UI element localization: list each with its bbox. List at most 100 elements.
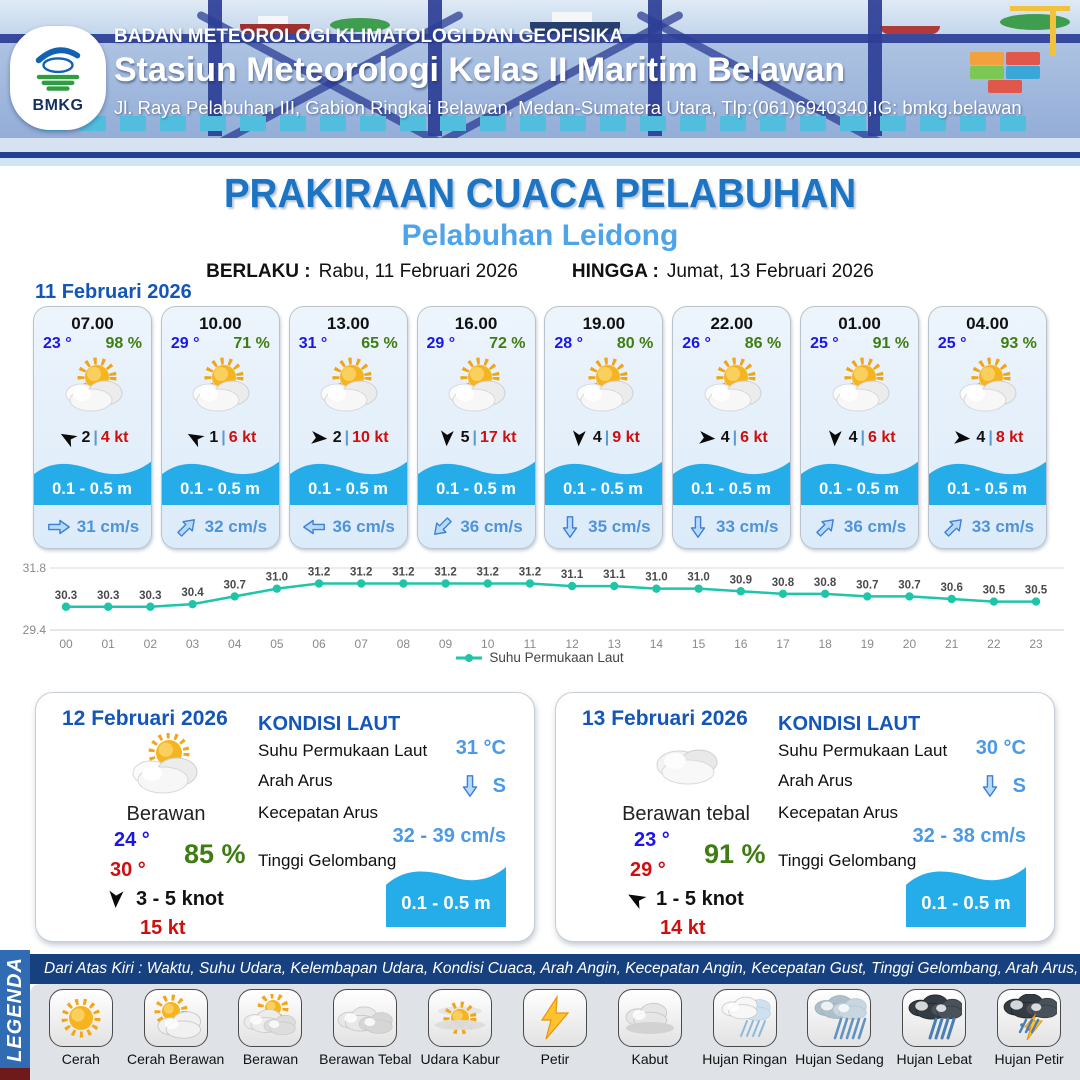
svg-text:30.5: 30.5 [983, 585, 1006, 597]
svg-text:30.9: 30.9 [730, 574, 752, 586]
current-direction-icon [690, 515, 706, 538]
wind-info: 5 | 17 kt [436, 423, 517, 452]
legend-item-label: Kabut [631, 1051, 669, 1067]
wind-speed: 2 [81, 428, 91, 446]
gust-speed: 14 kt [660, 917, 706, 939]
cerah-berawan-icon [178, 353, 262, 423]
current-direction-icon [176, 518, 195, 537]
weather-condition: Berawan [126, 803, 206, 825]
gust-speed: 6 kt [228, 428, 257, 446]
wind-direction-icon [310, 430, 327, 444]
hourly-forecast-card: 01.00 25 ° 91 % 4 | 6 kt [800, 306, 920, 549]
station-address: Jl. Raya Pelabuhan III, Gabion Ringkai B… [114, 97, 1022, 118]
current-speed: 32 cm/s [204, 516, 268, 536]
berawan-tebal-icon [596, 733, 776, 801]
wind-info: 1 | 6 kt [184, 423, 256, 452]
hourly-forecast-card: 19.00 28 ° 80 % 4 | 9 kt [544, 306, 664, 549]
thunderstorm-icon [1003, 994, 1058, 1041]
gust-speed: 6 kt [740, 428, 768, 446]
validity-period: BERLAKU : Rabu, 11 Februari 2026 HINGGA :… [0, 261, 1080, 283]
hourly-forecast-row: 07.00 23 ° 98 % 2 | 4 kt [33, 306, 1047, 549]
svg-text:09: 09 [439, 637, 453, 651]
cerah-berawan-icon [818, 353, 902, 423]
svg-text:18: 18 [818, 637, 832, 651]
bmkg-logo: BMKG [10, 26, 106, 130]
current-speed: 36 cm/s [460, 516, 523, 536]
svg-text:06: 06 [312, 637, 326, 651]
current-speed-label: Kecepatan Arus [258, 803, 379, 822]
wave-height-value: 0.1 - 0.5 m [386, 867, 506, 927]
hourly-forecast-card: 13.00 31 ° 65 % 2 | 10 kt [288, 306, 408, 549]
gust-speed: 9 kt [612, 428, 640, 446]
wind-info: 2 | 10 kt [308, 423, 389, 452]
svg-text:30.5: 30.5 [1025, 585, 1048, 597]
forecast-time: 22.00 [710, 314, 753, 333]
current-speed: 33 cm/s [716, 516, 779, 536]
current-direction-icon [982, 775, 997, 797]
current-info: 35 cm/s [545, 505, 662, 548]
svg-text:30.3: 30.3 [97, 590, 119, 602]
day-forecast-card: 12 Februari 2026 Berawan 24 ° 85 % 30 ° … [35, 692, 535, 942]
wave-height-band: 0.1 - 0.5 m [673, 461, 791, 505]
wind-direction-icon [109, 890, 124, 908]
sst-label: Suhu Permukaan Laut [778, 741, 948, 760]
current-direction-value: S [457, 771, 506, 801]
wave-height-value: 0.1 - 0.5 m [906, 867, 1026, 927]
legend-header: Dari Atas Kiri : Waktu, Suhu Udara, Kele… [30, 954, 1080, 1007]
current-info: 33 cm/s [929, 505, 1046, 548]
agency-name: BADAN METEOROLOGI KLIMATOLOGI DAN GEOFIS… [114, 26, 624, 47]
wind-direction-icon [440, 429, 454, 446]
gust-speed: 17 kt [479, 428, 517, 446]
humidity: 65 % [361, 335, 398, 352]
current-direction-icon [943, 518, 962, 537]
clouds-icon [337, 1006, 393, 1034]
sun-clouds-icon [244, 994, 297, 1036]
svg-text:07: 07 [355, 637, 369, 651]
air-temperature: 23 ° [43, 335, 72, 352]
hourly-forecast-card: 07.00 23 ° 98 % 2 | 4 kt [33, 306, 152, 549]
legend-item-label: Cerah Berawan [127, 1051, 225, 1067]
svg-text:0.1 - 0.5 m: 0.1 - 0.5 m [180, 480, 260, 498]
svg-text:31.0: 31.0 [266, 572, 288, 584]
wave-height-band: 0.1 - 0.5 m [801, 461, 919, 505]
legend-item-label: Cerah [61, 1051, 100, 1067]
day-forecast-card: 13 Februari 2026 Berawan tebal 23 ° 91 %… [555, 692, 1055, 942]
wind-info: 2 | 4 kt [57, 423, 128, 452]
humidity: 71 % [233, 335, 270, 352]
svg-text:00: 00 [59, 637, 73, 651]
header-divider [0, 158, 1080, 166]
humidity: 80 % [616, 335, 654, 352]
forecast-time: 10.00 [199, 314, 242, 333]
legend-item-label: Udara Kabur [420, 1051, 500, 1067]
forecast-time: 19.00 [582, 314, 626, 333]
svg-text:23: 23 [1029, 637, 1043, 651]
current-speed-label: Kecepatan Arus [778, 803, 899, 822]
hazy-sun-icon [435, 1001, 486, 1035]
air-temperature: 29 ° [426, 335, 456, 352]
humidity: 91 % [872, 335, 910, 352]
current-speed: 36 cm/s [332, 516, 395, 536]
wind-direction-icon [572, 429, 586, 446]
berlaku-label: BERLAKU : [206, 261, 311, 282]
svg-text:12: 12 [565, 637, 579, 651]
wave-height-band: 0.1 - 0.5 m [928, 461, 1046, 505]
humidity: 98 % [105, 335, 142, 352]
sea-condition-heading: KONDISI LAUT [778, 713, 921, 735]
current-speed-value: 32 - 39 cm/s [392, 825, 506, 847]
page-title: PRAKIRAAN CUACA PELABUHAN [223, 170, 857, 216]
wind-speed: 5 [460, 428, 470, 446]
legend-item: Berawan Tebal [319, 989, 412, 1080]
svg-text:30.4: 30.4 [181, 587, 204, 599]
wind-speed: 1 [209, 428, 219, 446]
heavy-rain-icon [908, 994, 963, 1040]
wind-info: 4 | 8 kt [951, 423, 1023, 452]
wind-range: 1 - 5 knot [656, 887, 744, 910]
svg-text:21: 21 [945, 637, 959, 651]
hourly-forecast-card: 16.00 29 ° 72 % 5 | 17 kt [416, 306, 536, 549]
legend-item-label: Hujan Ringan [702, 1051, 788, 1067]
air-temperature: 25 ° [810, 335, 839, 352]
svg-text:19: 19 [861, 637, 875, 651]
sst-value: 30 °C [975, 737, 1026, 759]
air-temperature: 25 ° [937, 335, 967, 352]
wind-direction-icon [828, 429, 842, 446]
